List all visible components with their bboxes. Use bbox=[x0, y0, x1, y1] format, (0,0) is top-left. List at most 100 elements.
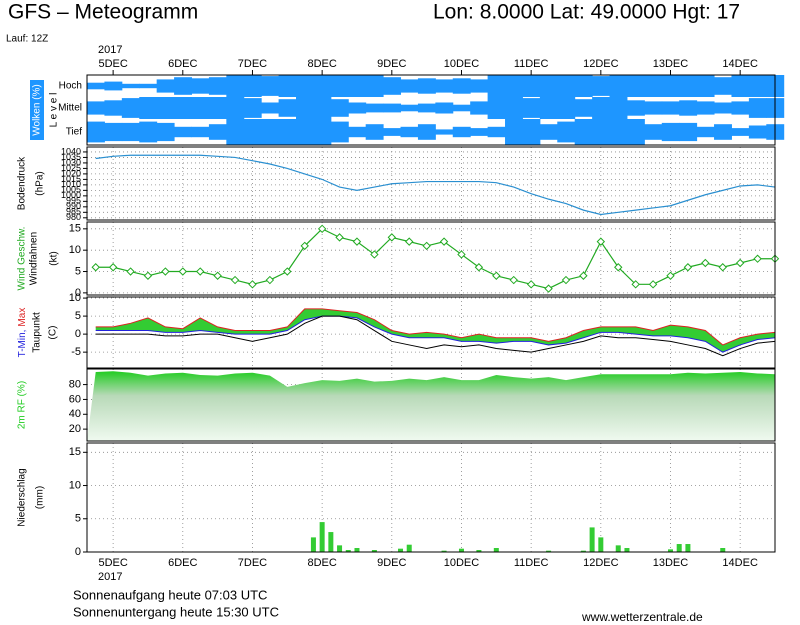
cloud-cover bbox=[313, 75, 332, 97]
y-tick-label: 990 bbox=[66, 201, 81, 211]
cloud-cover bbox=[661, 101, 680, 115]
cloud-cover bbox=[278, 99, 297, 117]
marker bbox=[178, 267, 188, 276]
marker bbox=[161, 267, 170, 276]
cloud-cover bbox=[139, 121, 158, 143]
cloud-cover bbox=[522, 75, 541, 97]
y-tick-label: 1040 bbox=[61, 146, 81, 156]
y-tick-label: 0 bbox=[75, 546, 81, 558]
series-line bbox=[95, 154, 776, 216]
cloud-cover bbox=[121, 98, 140, 118]
x-tick-label: 10DEC bbox=[444, 557, 480, 569]
marker bbox=[492, 271, 501, 280]
cloud-cover bbox=[417, 103, 436, 113]
cloud-cover bbox=[539, 75, 558, 97]
x-tick-label: 11DEC bbox=[514, 58, 549, 70]
level-label: Mittel bbox=[58, 103, 82, 114]
x-tick-label: 14DEC bbox=[722, 557, 758, 569]
cloud-cover bbox=[174, 126, 193, 138]
cloud-cover bbox=[87, 82, 105, 90]
y-tick-label: 985 bbox=[66, 207, 81, 217]
y-tick-label: 1015 bbox=[61, 174, 81, 184]
unit-label: (kt) bbox=[49, 251, 60, 265]
cloud-cover bbox=[748, 125, 767, 139]
panel-frame bbox=[86, 74, 776, 146]
cloud-cover bbox=[714, 124, 732, 140]
marker bbox=[387, 233, 397, 242]
precip-bar bbox=[546, 550, 552, 552]
y-tick-label: 40 bbox=[69, 408, 81, 420]
cloud-cover bbox=[574, 75, 593, 97]
panel: 1040103510301025102010151010100510009959… bbox=[61, 146, 776, 222]
marker bbox=[439, 237, 449, 246]
marker bbox=[143, 271, 153, 280]
x-tick-label: 5DEC bbox=[98, 557, 127, 569]
cloud-cover bbox=[348, 102, 367, 114]
y-tick-label: 980 bbox=[66, 212, 81, 222]
cloud-cover bbox=[609, 119, 628, 145]
cloud-cover bbox=[156, 122, 175, 142]
cloud-cover bbox=[365, 75, 384, 97]
marker bbox=[335, 233, 344, 242]
cloud-cover bbox=[226, 97, 245, 119]
y-tick-label: 15 bbox=[69, 446, 81, 458]
cloud-cover bbox=[626, 75, 645, 97]
marker bbox=[196, 267, 205, 276]
precip-bar bbox=[580, 550, 586, 552]
cloud-cover bbox=[522, 119, 541, 145]
y-tick-label: 1035 bbox=[61, 152, 81, 162]
y-tick-label: -5 bbox=[71, 346, 81, 358]
cloud-cover bbox=[731, 75, 750, 97]
x-tick-label: 9DEC bbox=[377, 58, 406, 70]
marker bbox=[370, 250, 379, 259]
precip-bar bbox=[345, 550, 351, 552]
axis-label: Windfahnen bbox=[29, 232, 40, 285]
cloud-cover bbox=[505, 119, 523, 145]
unit-label: (mm) bbox=[35, 486, 46, 509]
cloud-cover bbox=[208, 77, 227, 95]
marker bbox=[126, 267, 135, 276]
marker bbox=[457, 250, 466, 259]
location: Lon: 8.0000 Lat: 49.0000 Hgt: 17 bbox=[433, 1, 740, 24]
cloud-cover bbox=[487, 97, 506, 119]
x-tick-label: 6DEC bbox=[168, 557, 197, 569]
cloud-cover bbox=[435, 129, 454, 135]
cloud-cover bbox=[487, 75, 506, 97]
precip-bar bbox=[398, 548, 404, 552]
cloud-cover bbox=[452, 78, 471, 94]
cloud-cover bbox=[557, 97, 576, 119]
precip-bar bbox=[476, 550, 482, 552]
cloud-cover bbox=[574, 119, 593, 145]
cloud-cover bbox=[296, 75, 314, 97]
cloud-cover bbox=[208, 97, 227, 119]
marker bbox=[405, 237, 414, 246]
cloud-cover bbox=[626, 100, 645, 116]
cloud-cover bbox=[731, 101, 750, 115]
cloud-cover bbox=[679, 122, 698, 142]
cloud-cover bbox=[400, 126, 419, 138]
cloud-cover bbox=[174, 97, 193, 119]
y-tick-label: 20 bbox=[69, 423, 81, 435]
x-tick-label: 7DEC bbox=[238, 58, 267, 70]
series-label: 2m RF (%) bbox=[17, 381, 28, 429]
cloud-cover bbox=[348, 75, 367, 97]
y-tick-label: 1020 bbox=[61, 168, 81, 178]
precip-bar bbox=[685, 544, 691, 552]
cloud-cover bbox=[191, 126, 210, 138]
cloud-cover bbox=[226, 75, 245, 97]
cloud-cover bbox=[696, 101, 715, 115]
cloud-cover bbox=[644, 75, 663, 97]
title: GFS – Meteogramm bbox=[8, 1, 198, 24]
y-tick-label: 1030 bbox=[61, 157, 81, 167]
unit-label: (hPa) bbox=[35, 171, 46, 195]
y-tick-label: 5 bbox=[75, 265, 81, 277]
cloud-cover bbox=[139, 83, 158, 89]
x-tick-label: 11DEC bbox=[514, 557, 549, 569]
cloud-cover bbox=[243, 119, 262, 145]
marker bbox=[666, 271, 675, 280]
run: Lauf: 12Z bbox=[6, 34, 48, 45]
cloud-cover bbox=[261, 102, 280, 114]
cloud-cover bbox=[243, 75, 262, 97]
cloud-cover bbox=[87, 101, 105, 115]
